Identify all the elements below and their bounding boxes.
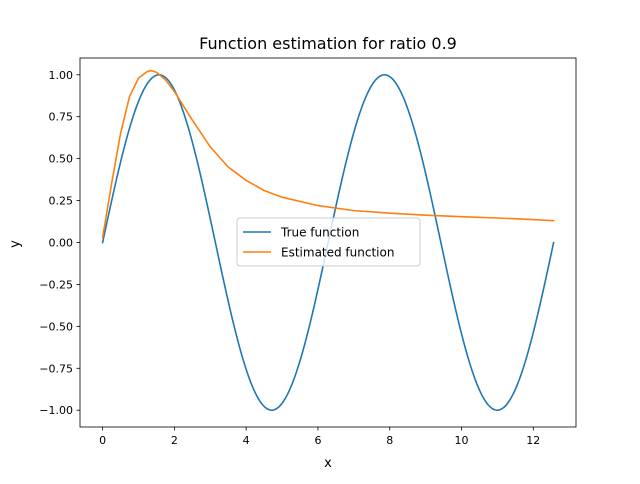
x-tick-label: 8: [386, 434, 393, 447]
y-tick-label: −0.75: [39, 362, 73, 375]
y-axis-label: y: [8, 240, 23, 248]
y-tick-label: −0.25: [39, 278, 73, 291]
x-tick-label: 4: [243, 434, 250, 447]
y-tick-label: 0.50: [49, 153, 74, 166]
chart-title: Function estimation for ratio 0.9: [199, 34, 457, 53]
y-tick-label: −1.00: [39, 404, 73, 417]
x-tick-label: 2: [171, 434, 178, 447]
y-tick-label: 0.25: [49, 195, 74, 208]
y-tick-label: 0.00: [49, 237, 74, 250]
x-tick-label: 12: [526, 434, 540, 447]
x-tick-label: 0: [99, 434, 106, 447]
legend-box: [236, 217, 421, 267]
x-tick-label: 6: [314, 434, 321, 447]
y-tick-label: 1.00: [49, 69, 74, 82]
legend: True function Estimated function: [236, 217, 421, 267]
series-line-1: [101, 69, 555, 239]
y-tick-label: 0.75: [49, 111, 74, 124]
y-tick-label: −0.50: [39, 320, 73, 333]
axis-ticks: 0 2 4 6 8 10 12 −1.00 −0.75 −0.50 −0.25 0.00 0.25 0.5…: [39, 69, 540, 447]
legend-label-1: Estimated function: [281, 246, 394, 260]
x-tick-label: 10: [455, 434, 469, 447]
x-axis-label: x: [324, 456, 332, 471]
legend-label-0: True function: [280, 226, 359, 240]
